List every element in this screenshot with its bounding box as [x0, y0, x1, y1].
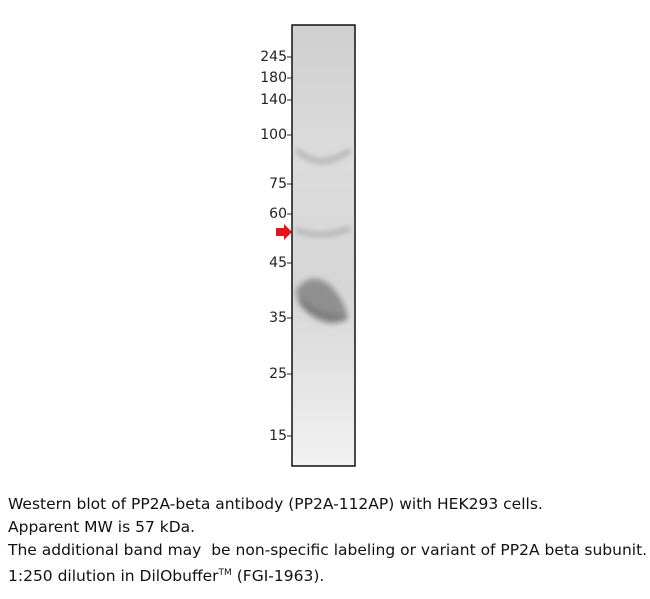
marker-label: 15 — [269, 428, 287, 444]
caption-line: 1:250 dilution in DilObufferTM (FGI-1963… — [8, 562, 647, 588]
marker-label: 180 — [260, 70, 287, 86]
bands — [294, 147, 352, 324]
marker-label: 75 — [269, 176, 287, 192]
caption-line: The additional band may be non-specific … — [8, 541, 648, 559]
marker-label: 245 — [260, 49, 287, 65]
blot-lane — [291, 24, 356, 467]
marker-label: 140 — [260, 92, 287, 108]
marker-label: 60 — [269, 206, 287, 222]
trademark: TM — [218, 568, 232, 578]
caption-line: Apparent MW is 57 kDa. — [8, 518, 196, 536]
caption-text: (FGI-1963). — [231, 567, 325, 586]
band-arrow — [276, 224, 292, 240]
caption-text: 1:250 dilution in DilObuffer — [8, 567, 219, 586]
marker-label: 100 — [260, 127, 287, 143]
marker-label: 25 — [269, 366, 287, 382]
marker-ladder: 245 180 140 100 75 60 45 35 25 15 — [260, 49, 292, 444]
marker-label: 45 — [269, 255, 287, 271]
marker-label: 35 — [269, 310, 287, 326]
caption: Western blot of PP2A-beta antibody (PP2A… — [8, 493, 647, 588]
blot-figure: 245 180 140 100 75 60 45 35 25 15 — [260, 24, 356, 467]
caption-line: Western blot of PP2A-beta antibody (PP2A… — [8, 495, 543, 513]
